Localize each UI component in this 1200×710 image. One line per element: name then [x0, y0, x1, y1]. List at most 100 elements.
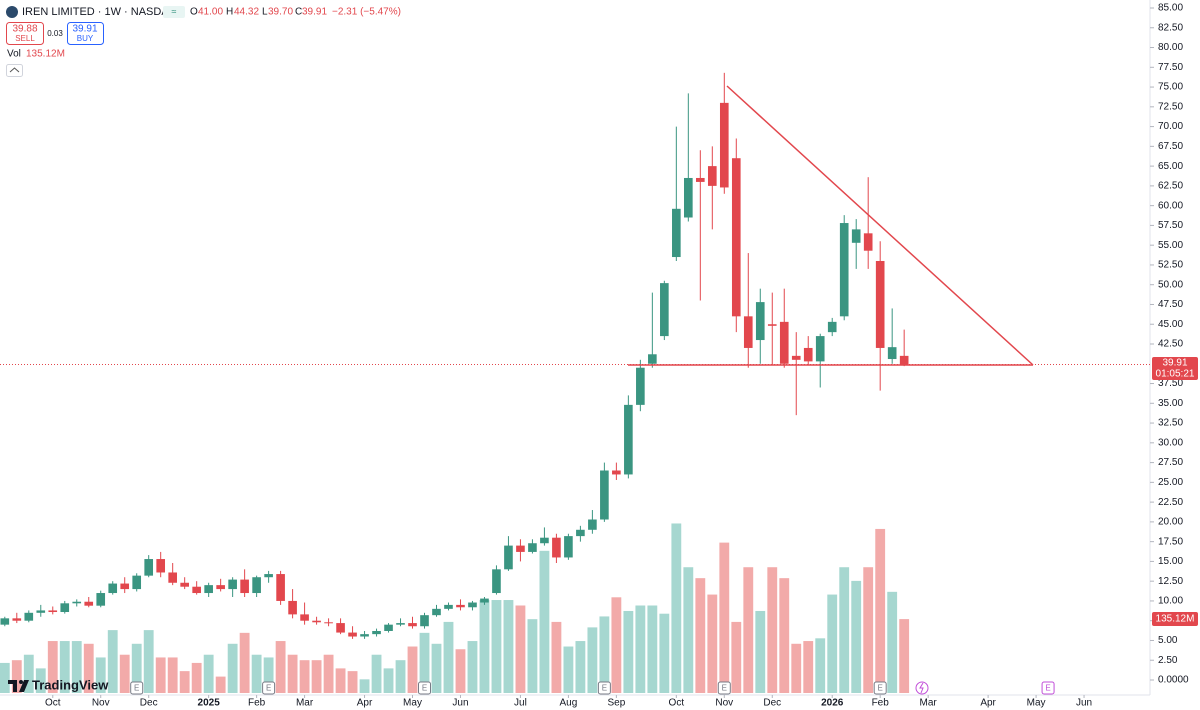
volume-bar — [623, 610, 634, 693]
volume-bar — [0, 662, 10, 693]
x-tick-label: Apr — [357, 698, 373, 709]
x-tick-label: Feb — [248, 698, 266, 709]
trend-line[interactable] — [726, 85, 1034, 366]
volume-bar — [455, 649, 466, 693]
volume-bar — [647, 605, 658, 693]
volume-bar — [503, 600, 514, 693]
volume-bar — [611, 597, 622, 693]
volume-bar — [467, 641, 478, 693]
candle-body — [528, 543, 537, 552]
y-tick-label: 22.50 — [1158, 497, 1183, 508]
y-tick-label: 37.50 — [1158, 378, 1183, 389]
candle-body — [803, 347, 813, 362]
sell-button[interactable] — [6, 22, 44, 45]
candle-body — [192, 586, 201, 594]
volume-bar — [35, 668, 46, 693]
alert-bolt — [919, 682, 924, 694]
volume-bar — [527, 619, 538, 693]
symbol-logo — [6, 6, 18, 18]
y-tick-label: 25.00 — [1158, 477, 1183, 488]
y-tick-label: 30.00 — [1158, 437, 1183, 448]
volume-bar — [719, 542, 730, 693]
candle-body — [12, 618, 22, 621]
candle-body — [60, 603, 70, 613]
earnings-label: E — [602, 684, 607, 693]
candle-body — [684, 177, 693, 218]
volume-bar — [347, 671, 358, 693]
volume-bar — [575, 641, 586, 693]
volume-bar — [815, 638, 826, 693]
volume-bar — [767, 567, 778, 693]
candle-body — [336, 623, 345, 633]
volume-bar — [515, 605, 526, 693]
buy-price: 39.91 — [72, 24, 97, 35]
earnings-marker — [597, 681, 611, 695]
candle-body — [228, 579, 237, 590]
candle-body — [791, 355, 801, 360]
candle-body — [216, 585, 225, 590]
volume-bar — [383, 668, 394, 693]
vol-value: 135.12M — [26, 49, 65, 60]
candle-body — [731, 158, 741, 317]
buy-button[interactable] — [67, 22, 104, 45]
indicator-badge[interactable] — [163, 6, 185, 18]
volume-bar — [443, 621, 454, 693]
volume-bar — [191, 662, 202, 693]
earnings-label: E — [1045, 684, 1050, 693]
earnings-marker — [262, 681, 276, 695]
collapse-button[interactable] — [6, 64, 23, 77]
volume-bar — [827, 594, 838, 693]
plot: 0.00002.505.007.5010.0012.5015.0017.5020… — [0, 3, 1189, 709]
candle-body — [576, 529, 585, 537]
candle-body — [144, 559, 154, 576]
earnings-marker — [1041, 681, 1055, 695]
ohlc-value: 39.70 — [268, 7, 293, 18]
volume-bar — [311, 660, 322, 693]
volume-bar — [671, 523, 682, 693]
volume-bar — [155, 657, 166, 693]
volume-bar — [875, 528, 886, 693]
candle-body — [120, 583, 130, 590]
symbol[interactable]: IREN LIMITED · 1W · NASDAQ — [22, 6, 178, 18]
earnings-marker — [717, 681, 731, 695]
candle-body — [815, 336, 825, 362]
x-tick-label: Oct — [45, 698, 61, 709]
ohlc-value: 41.00 — [198, 7, 223, 18]
volume-bar — [599, 616, 610, 693]
y-tick-label: 52.50 — [1158, 260, 1183, 271]
candle-body — [360, 634, 369, 637]
volume-bar — [839, 567, 850, 693]
volume-bar — [263, 657, 274, 693]
candle-body — [899, 355, 909, 365]
x-tick-label: Nov — [92, 698, 110, 709]
volume-bar — [239, 632, 250, 693]
candle-body — [552, 537, 561, 558]
candle-body — [648, 354, 657, 364]
earnings-label: E — [134, 684, 139, 693]
candle-body — [660, 283, 669, 337]
last-price-box — [1152, 357, 1198, 380]
y-tick-label: 15.00 — [1158, 556, 1183, 567]
earnings-marker — [418, 681, 432, 695]
y-tick-label: 47.50 — [1158, 299, 1183, 310]
volume-bar — [371, 654, 382, 693]
volume-bar — [743, 567, 754, 693]
candle-body — [0, 618, 10, 625]
volume-bar — [563, 646, 574, 693]
y-tick-label: 82.50 — [1158, 22, 1183, 33]
candle-body — [24, 612, 34, 621]
candle-body — [612, 470, 621, 475]
sell-label: SELL — [15, 34, 35, 43]
candle-body — [779, 321, 789, 364]
candle-body — [540, 537, 549, 544]
y-tick-label: 5.00 — [1158, 635, 1178, 646]
candle-body — [504, 545, 513, 570]
candle-body — [672, 208, 681, 258]
candle-body — [180, 582, 189, 587]
candle-body — [276, 574, 285, 601]
volume-bar — [539, 550, 550, 693]
volume-bar — [659, 613, 670, 693]
y-tick-label: 50.00 — [1158, 279, 1183, 290]
volume-bar — [11, 660, 22, 693]
y-tick-label: 27.50 — [1158, 457, 1183, 468]
